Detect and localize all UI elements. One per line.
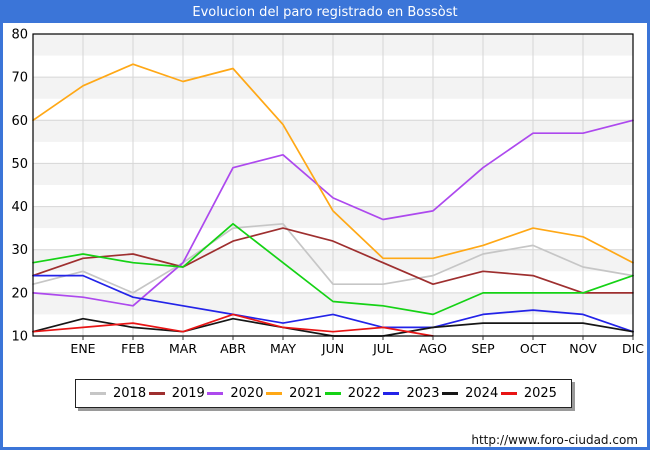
legend-item-2018: 2018 [90,386,146,401]
chart-title: Evolucion del paro registrado en Bossòst [192,5,458,20]
grid-layer [33,34,634,336]
series-2018-line [32,222,634,294]
legend-item-2020: 2020 [207,386,263,401]
legend-label-2020: 2020 [230,386,264,401]
series-2023-line [32,274,634,333]
series-2019-line [32,227,634,294]
y-axis-label: 40 [11,200,28,215]
y-axis-label: 50 [11,157,28,172]
legend-swatch-2020 [207,392,224,395]
x-axis-label: ENE [70,341,95,356]
legend-swatch-2021 [266,392,283,395]
legend-item-2024: 2024 [442,386,498,401]
legend-label-2024: 2024 [465,386,499,401]
x-axis-label: SEP [471,341,495,356]
series-2022-line [32,222,634,316]
y-axis-label: 70 [11,71,28,86]
x-axis-label: FEB [121,341,145,356]
legend-swatch-2024 [442,392,459,395]
legend-label-2018: 2018 [113,386,147,401]
chart-title-bar: Evolucion del paro registrado en Bossòst [3,3,647,23]
axis-ticks [82,336,634,340]
legend-label-2019: 2019 [171,386,205,401]
x-axis-label: MAY [270,341,296,356]
x-axis-labels: ENE FEB MAR ABR MAY JUN JUL AGO SEP OCT NOV DIC [70,341,644,356]
legend-item-2021: 2021 [266,386,322,401]
x-axis-label: OCT [520,341,547,356]
series-2021-line [32,63,634,264]
legend-label-2023: 2023 [406,386,440,401]
series-2020-line [32,119,634,307]
legend-label-2025: 2025 [523,386,557,401]
chart-legend: 2018 2019 2020 2021 2022 2023 2024 2025 [75,379,572,408]
legend-item-2023: 2023 [383,386,440,401]
x-axis-label: NOV [569,341,597,356]
x-axis-label: JUL [372,341,393,356]
x-axis-label: AGO [419,341,447,356]
y-axis-label: 80 [11,28,28,43]
series-2025-line [32,313,434,337]
y-axis-labels: 80 70 60 50 40 30 20 10 [11,28,28,345]
chart-footer: http://www.foro-ciudad.com [471,429,638,447]
legend-label-2022: 2022 [347,386,381,401]
x-axis-label: ABR [220,341,246,356]
legend-swatch-2022 [324,392,341,395]
x-axis-label: MAR [169,341,197,356]
y-axis-label: 20 [11,286,28,301]
legend-item-2025: 2025 [500,386,557,401]
footer-link[interactable]: http://www.foro-ciudad.com [471,433,638,447]
legend-swatch-2019 [148,392,165,395]
legend-label-2021: 2021 [289,386,323,401]
legend-swatch-2025 [500,392,517,395]
legend-swatch-2023 [383,392,400,395]
legend-swatch-2018 [90,392,106,395]
legend-item-2022: 2022 [324,386,381,401]
y-axis-label: 10 [11,330,28,345]
x-axis-label: JUN [321,341,344,356]
x-axis-label: DIC [622,341,644,356]
y-axis-label: 60 [11,114,28,129]
chart-canvas: 80 70 60 50 40 30 20 10 ENE FEB MAR ABR MAY JUN JUL AGO… [11,28,644,357]
legend-item-2019: 2019 [148,386,205,401]
y-axis-label: 30 [11,243,28,258]
